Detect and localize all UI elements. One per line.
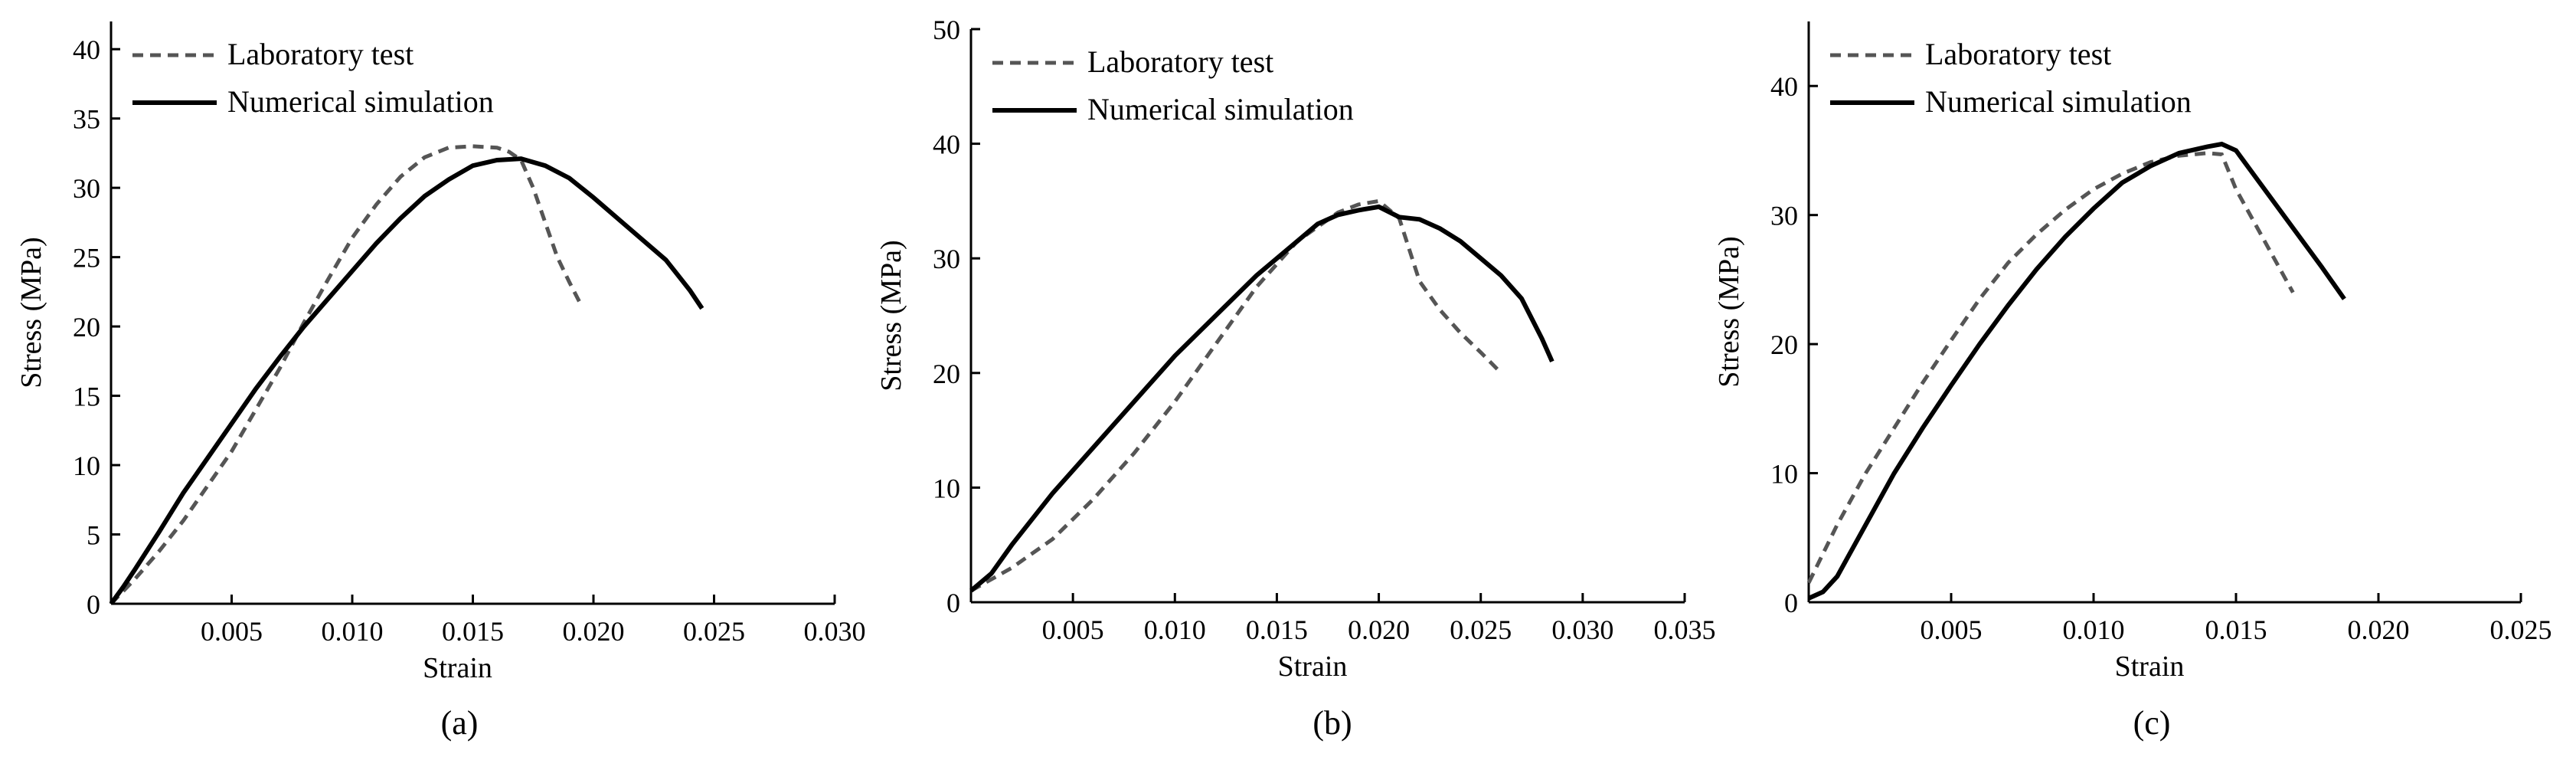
y-tick-label: 30 — [73, 173, 100, 204]
y-tick-label: 0 — [946, 588, 960, 618]
x-tick-label: 0.005 — [1921, 614, 1983, 645]
x-tick-label: 0.015 — [1246, 614, 1308, 645]
y-axis-label: Stress (MPa) — [15, 237, 47, 388]
y-axis-label: Stress (MPa) — [1713, 236, 1745, 387]
y-tick-label: 10 — [933, 473, 960, 503]
panel-caption: (b) — [1313, 704, 1352, 742]
legend-label: Numerical simulation — [1925, 84, 2192, 119]
panel-caption: (c) — [2133, 704, 2171, 742]
y-tick-label: 10 — [73, 451, 100, 481]
numerical-simulation-line — [969, 204, 1554, 593]
x-tick-label: 0.035 — [1654, 614, 1716, 645]
laboratory-test-line — [110, 144, 584, 605]
legend: Laboratory test Numerical simulation — [132, 37, 494, 119]
y-tick-label: 30 — [1770, 201, 1798, 231]
x-tick-label: 0.010 — [322, 616, 384, 647]
x-tick-label: 0.020 — [563, 616, 625, 647]
y-tick-label: 40 — [1770, 71, 1798, 102]
x-tick-label: 0.025 — [2490, 614, 2552, 645]
y-tick-label: 20 — [1770, 329, 1798, 360]
y-tick-label: 15 — [73, 382, 100, 412]
y-tick-label: 25 — [73, 243, 100, 274]
legend-label: Laboratory test — [227, 37, 414, 71]
laboratory-test-line — [969, 198, 1503, 593]
x-tick-label: 0.010 — [1144, 614, 1206, 645]
x-axis-label: Strain — [423, 652, 492, 684]
legend: Laboratory test Numerical simulation — [1830, 37, 2192, 119]
x-tick-label: 0.025 — [1450, 614, 1512, 645]
panel-a: 0.005 0.010 0.015 0.020 0.025 0.030 0 5 10 15 20 25… — [15, 21, 866, 742]
numerical-simulation-line — [1807, 141, 2346, 601]
legend-label: Numerical simulation — [227, 84, 494, 119]
x-tick-label: 0.030 — [1551, 614, 1613, 645]
y-tick-label: 35 — [73, 104, 100, 135]
y-tick-label: 50 — [933, 15, 960, 45]
numerical-simulation-line — [109, 156, 704, 605]
panel-b: 0.005 0.010 0.015 0.020 0.025 0.030 0.035 0 10 20… — [875, 15, 1716, 742]
x-tick-label: 0.015 — [442, 616, 504, 647]
x-tick-label: 0.010 — [2063, 614, 2125, 645]
x-tick-label: 0.020 — [1348, 614, 1410, 645]
y-tick-label: 40 — [73, 34, 100, 65]
x-tick-label: 0.030 — [804, 616, 866, 647]
panel-caption: (a) — [441, 704, 479, 742]
y-tick-label: 20 — [73, 312, 100, 342]
x-axis-label: Strain — [1278, 650, 1348, 683]
y-tick-label: 10 — [1770, 459, 1798, 490]
legend: Laboratory test Numerical simulation — [992, 44, 1354, 126]
x-tick-label: 0.025 — [683, 616, 745, 647]
legend-label: Laboratory test — [1925, 37, 2111, 71]
y-tick-label: 5 — [87, 520, 100, 551]
y-axis-label: Stress (MPa) — [875, 240, 907, 391]
x-tick-label: 0.015 — [2205, 614, 2267, 645]
x-tick-label: 0.005 — [201, 616, 263, 647]
legend-label: Laboratory test — [1087, 44, 1273, 79]
y-tick-label: 0 — [1784, 588, 1798, 618]
y-tick-label: 30 — [933, 244, 960, 274]
x-axis-label: Strain — [2115, 650, 2185, 683]
panel-c: 0.005 0.010 0.015 0.020 0.025 0 10 20 30 40 Labora… — [1713, 21, 2552, 742]
y-tick-label: 0 — [87, 589, 100, 620]
laboratory-test-line — [1806, 151, 2295, 584]
y-tick-label: 40 — [933, 129, 960, 160]
x-tick-label: 0.020 — [2348, 614, 2410, 645]
legend-label: Numerical simulation — [1087, 92, 1354, 126]
x-tick-label: 0.005 — [1042, 614, 1104, 645]
y-tick-label: 20 — [933, 359, 960, 389]
